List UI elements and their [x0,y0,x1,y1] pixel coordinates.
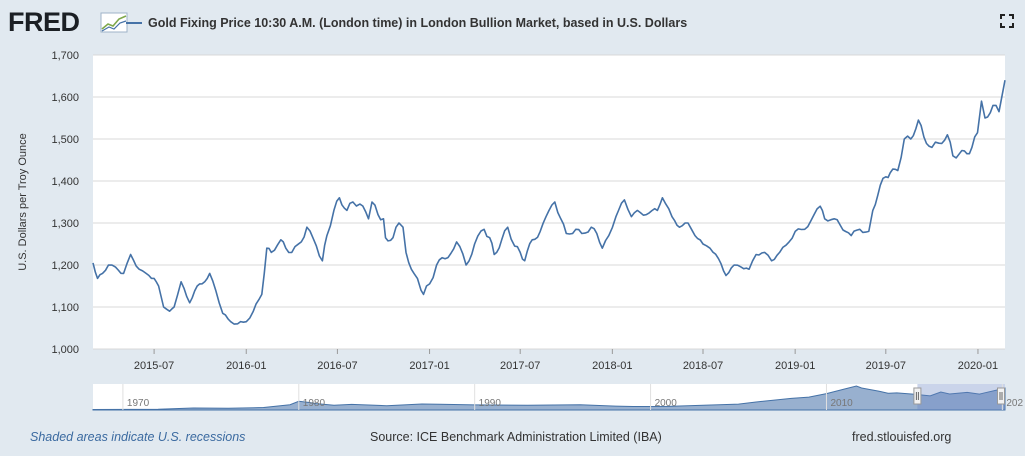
navigator-ticks: 1970 1980 1990 2000 2010 202 [122,384,1023,410]
x-tick-label: 2017-07 [500,360,540,372]
fred-url[interactable]: fred.stlouisfed.org [852,430,952,444]
source-note: Source: ICE Benchmark Administration Lim… [370,430,662,444]
grid-lines [93,54,1005,350]
x-tick-label: 2016-01 [226,360,266,372]
navigator-right-handle[interactable] [997,387,1005,405]
navigator-tick-label: 1990 [479,398,502,409]
x-tick-label: 2016-07 [317,360,357,372]
chart-legend[interactable]: Gold Fixing Price 10:30 A.M. (London tim… [126,16,687,30]
y-tick-label: 1,700 [51,50,79,62]
y-tick-label: 1,400 [51,176,79,188]
handle-grip[interactable] [913,387,922,405]
navigator-tick-label: 1980 [303,398,326,409]
navigator-tick-label: 2000 [655,398,678,409]
y-tick-label: 1,000 [51,344,79,356]
y-tick-label: 1,200 [51,260,79,272]
navigator-tick-label: 1970 [127,398,150,409]
x-tick-label: 2020-01 [958,360,998,372]
recessions-note: Shaded areas indicate U.S. recessions [30,430,246,444]
x-tick-label: 2019-01 [775,360,815,372]
x-axis: 2015-07 2016-01 2016-07 2017-01 2017-07 2018-… [134,349,998,372]
x-tick-label: 2017-01 [409,360,449,372]
y-axis-label: U.S. Dollars per Troy Ounce [17,133,29,271]
y-tick-label: 1,300 [51,218,79,230]
y-tick-label: 1,500 [51,134,79,146]
chart-area: 1,000 1,100 1,200 1,300 1,400 1,500 1,600 1,700… [17,50,1023,411]
navigator-left-handle[interactable] [913,387,922,405]
y-tick-label: 1,100 [51,302,79,314]
fred-logo[interactable]: FRED [8,7,80,37]
chart-header: FRED Gold Fixing Price 10:30 A.M. (Londo… [0,0,1025,46]
y-axis: 1,000 1,100 1,200 1,300 1,400 1,500 1,600 1,700 [51,50,79,356]
legend-series-label: Gold Fixing Price 10:30 A.M. (London tim… [148,16,688,30]
handle-grip[interactable] [997,387,1005,405]
series-line[interactable] [92,80,1006,325]
navigator-area [92,385,1006,411]
x-tick-label: 2015-07 [134,360,174,372]
x-tick-label: 2019-07 [866,360,906,372]
navigator-selection[interactable] [917,384,1005,410]
plot-background [93,55,1005,349]
navigator-tick-label: 202 [1006,398,1023,409]
range-navigator[interactable]: 1970 1980 1990 2000 2010 202 [92,384,1023,411]
y-tick-label: 1,600 [51,92,79,104]
x-tick-label: 2018-01 [592,360,632,372]
fullscreen-icon[interactable] [1000,14,1014,28]
legend-series-swatch [126,22,142,24]
navigator-tick-label: 2010 [830,398,853,409]
x-tick-label: 2018-07 [683,360,723,372]
